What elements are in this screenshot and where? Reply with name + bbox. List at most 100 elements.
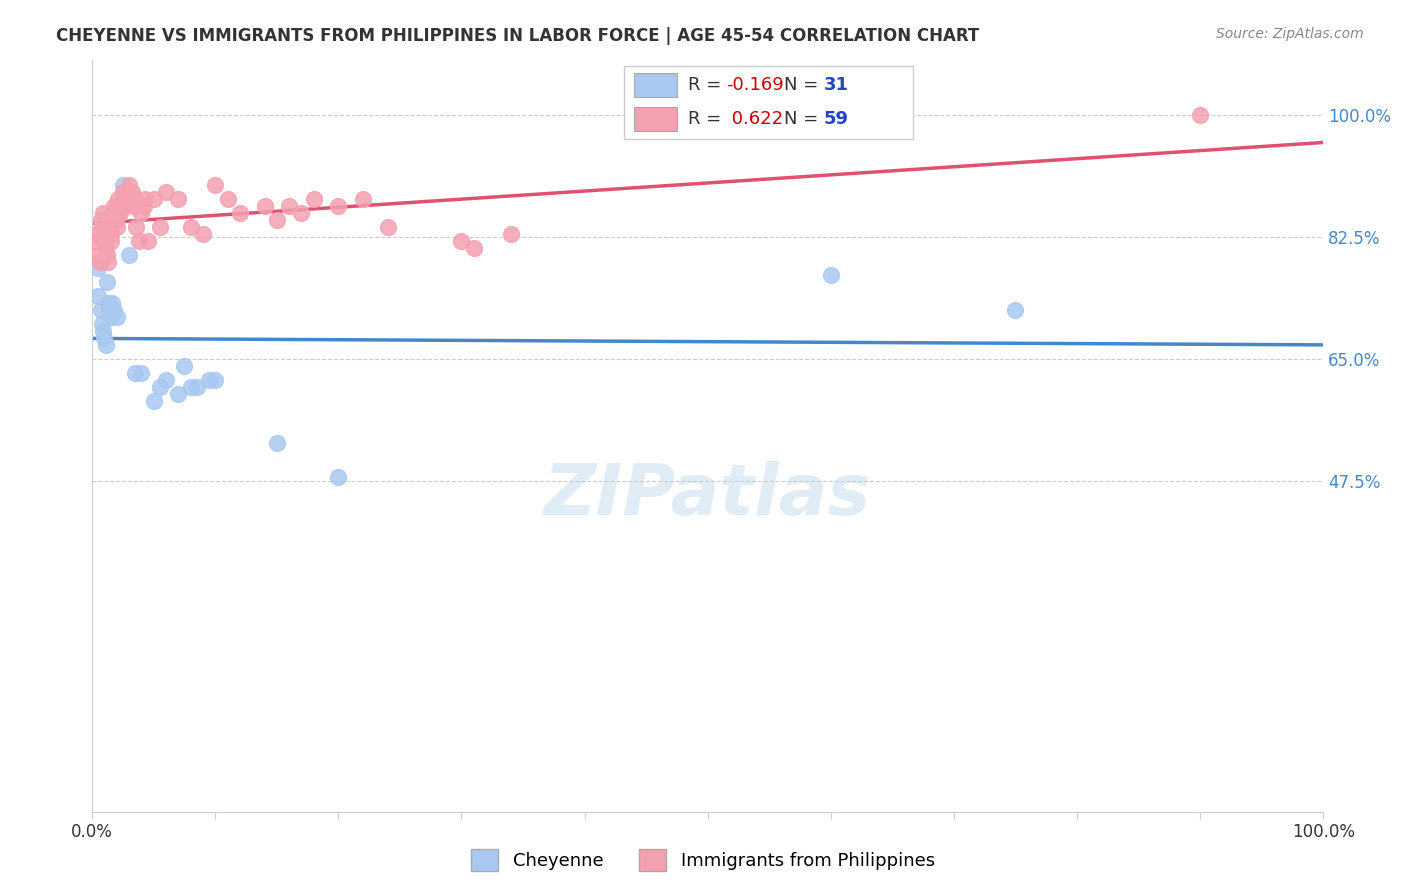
Point: [290, 206, 312, 220]
Point: [125, 219, 148, 234]
Point: [121, 199, 143, 213]
Point: [91, 317, 114, 331]
Point: [89, 254, 111, 268]
Text: R =: R =: [688, 110, 727, 128]
Point: [91, 324, 114, 338]
Point: [100, 227, 122, 241]
Point: [1004, 303, 1026, 318]
Point: [229, 206, 252, 220]
Point: [191, 227, 214, 241]
Point: [90, 303, 112, 318]
Point: [820, 268, 842, 283]
Point: [105, 206, 128, 220]
Point: [142, 192, 165, 206]
Point: [114, 199, 136, 213]
Point: [107, 192, 129, 206]
Point: [111, 185, 134, 199]
Point: [142, 393, 165, 408]
Point: [131, 206, 153, 220]
Point: [155, 373, 177, 387]
Point: [115, 192, 138, 206]
Point: [111, 178, 134, 192]
Point: [132, 199, 155, 213]
Point: [217, 192, 239, 206]
Point: [328, 470, 350, 484]
Point: [155, 185, 177, 199]
Point: [1189, 108, 1212, 122]
Point: [121, 185, 143, 199]
Text: -0.169: -0.169: [725, 76, 785, 95]
Point: [87, 289, 110, 303]
Point: [93, 227, 115, 241]
Point: [101, 212, 124, 227]
Point: [93, 234, 115, 248]
Point: [96, 276, 118, 290]
Point: [167, 386, 190, 401]
Point: [253, 199, 276, 213]
Point: [198, 373, 221, 387]
Text: 59: 59: [824, 110, 848, 128]
Point: [131, 366, 153, 380]
Point: [110, 206, 132, 220]
Point: [278, 199, 301, 213]
Text: CHEYENNE VS IMMIGRANTS FROM PHILIPPINES IN LABOR FORCE | AGE 45-54 CORRELATION C: CHEYENNE VS IMMIGRANTS FROM PHILIPPINES …: [56, 27, 980, 45]
Point: [463, 241, 485, 255]
Text: Source: ZipAtlas.com: Source: ZipAtlas.com: [1216, 27, 1364, 41]
Point: [134, 192, 156, 206]
Point: [266, 212, 288, 227]
Point: [87, 247, 110, 261]
Point: [266, 435, 288, 450]
Point: [101, 206, 124, 220]
Point: [204, 178, 226, 192]
Point: [86, 227, 108, 241]
Text: N =: N =: [785, 76, 824, 95]
Point: [105, 310, 128, 325]
Text: ZIPatlas: ZIPatlas: [544, 461, 872, 530]
Point: [128, 234, 150, 248]
Point: [112, 192, 135, 206]
Point: [103, 303, 125, 318]
Text: N =: N =: [785, 110, 824, 128]
Text: 31: 31: [824, 76, 848, 95]
Point: [136, 234, 159, 248]
Point: [377, 219, 399, 234]
Point: [93, 331, 115, 345]
Point: [180, 380, 202, 394]
Point: [103, 199, 125, 213]
Point: [101, 296, 124, 310]
Point: [499, 227, 522, 241]
Point: [149, 380, 172, 394]
Point: [105, 219, 128, 234]
Point: [91, 206, 114, 220]
Point: [352, 192, 374, 206]
Point: [180, 219, 202, 234]
Point: [186, 380, 208, 394]
Point: [100, 234, 122, 248]
Point: [94, 338, 117, 352]
Point: [98, 303, 121, 318]
Point: [87, 261, 110, 276]
Point: [118, 247, 141, 261]
Point: [94, 241, 117, 255]
Point: [302, 192, 325, 206]
Point: [90, 212, 112, 227]
FancyBboxPatch shape: [634, 73, 676, 97]
Point: [149, 219, 172, 234]
Point: [167, 192, 190, 206]
Text: 0.622: 0.622: [725, 110, 783, 128]
FancyBboxPatch shape: [634, 107, 676, 131]
Point: [124, 366, 146, 380]
FancyBboxPatch shape: [624, 66, 914, 138]
Point: [104, 212, 127, 227]
Point: [173, 359, 195, 373]
Point: [91, 219, 114, 234]
Point: [118, 178, 141, 192]
Point: [100, 310, 122, 325]
Point: [108, 199, 131, 213]
Point: [97, 296, 120, 310]
Legend: Cheyenne, Immigrants from Philippines: Cheyenne, Immigrants from Philippines: [464, 842, 942, 879]
Point: [450, 234, 472, 248]
Text: R =: R =: [688, 76, 727, 95]
Point: [97, 254, 120, 268]
Point: [84, 234, 107, 248]
